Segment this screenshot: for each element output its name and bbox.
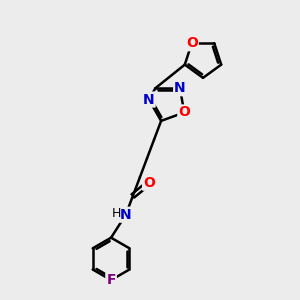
Text: O: O (178, 106, 190, 119)
Text: N: N (143, 93, 154, 106)
Text: N: N (174, 81, 186, 95)
Text: O: O (143, 176, 155, 190)
Text: H: H (112, 207, 121, 220)
Text: F: F (106, 273, 116, 287)
Text: N: N (120, 208, 132, 222)
Text: O: O (186, 36, 198, 50)
